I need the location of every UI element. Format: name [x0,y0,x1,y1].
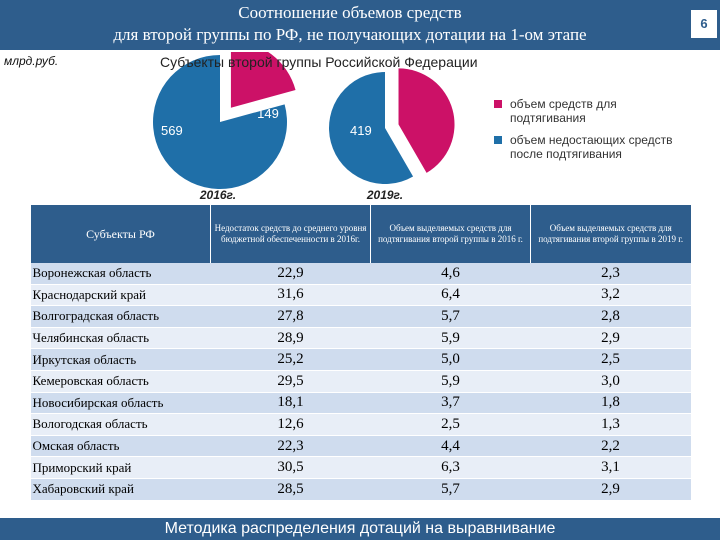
region-name-cell: Иркутская область [30,348,211,371]
value-cell: 5,7 [370,478,531,501]
legend-item-shortage: объем недостающих средств после подтягив… [494,133,680,161]
legend: объем средств для подтягивания объем нед… [494,97,680,169]
value-cell: 4,4 [370,435,531,458]
value-cell: 5,9 [370,327,531,350]
pie-slice-equalization [230,52,296,108]
value-cell: 2,3 [530,263,691,285]
value-cell: 28,5 [210,478,371,501]
value-cell: 22,9 [210,263,371,285]
pie-year-label: 2019г. [366,188,403,202]
value-cell: 29,5 [210,370,371,393]
table-row: Омская область 22,3 4,4 2,2 [30,435,691,458]
column-header-shortage-2016: Недостаток средств до среднего уровня бю… [210,205,371,263]
value-cell: 5,7 [370,305,531,328]
pie-slice-shortage [329,72,414,184]
value-cell: 1,3 [530,413,691,436]
value-cell: 3,1 [530,456,691,479]
value-cell: 6,3 [370,456,531,479]
value-cell: 27,8 [210,305,371,328]
region-name-cell: Воронежская область [30,263,211,285]
page-title-line2: для второй группы по РФ, не получающих д… [113,25,587,44]
value-cell: 25,2 [210,348,371,371]
table-body: Воронежская область 22,9 4,6 2,3 Краснодарск… [30,263,691,501]
region-name-cell: Новосибирская область [30,392,211,415]
value-cell: 18,1 [210,392,371,415]
footer-bar: Методика распределения дотаций на выравн… [0,518,720,540]
region-name-cell: Хабаровский край [30,478,211,501]
value-cell: 5,0 [370,348,531,371]
column-header-funds-2016: Объем выделяемых средств для подтягивани… [370,205,531,263]
pie-slice-shortage [152,55,287,189]
legend-label-shortage: объем недостающих средств после подтягив… [510,133,673,161]
value-cell: 3,7 [370,392,531,415]
data-table: Субъекты РФ Недостаток средств до средне… [30,205,691,501]
value-cell: 22,3 [210,435,371,458]
value-cell: 30,5 [210,456,371,479]
value-cell: 1,8 [530,392,691,415]
region-name-cell: Волгоградская область [30,305,211,328]
table-row: Иркутская область 25,2 5,0 2,5 [30,348,691,371]
value-cell: 6,4 [370,284,531,307]
region-name-cell: Кемеровская область [30,370,211,393]
region-name-cell: Омская область [30,435,211,458]
value-cell: 2,8 [530,305,691,328]
value-cell: 2,5 [530,348,691,371]
page-title-line1: Соотношение объемов средств [238,3,462,22]
value-cell: 3,2 [530,284,691,307]
column-header-subject: Субъекты РФ [30,205,211,263]
value-cell: 12,6 [210,413,371,436]
value-cell: 3,0 [530,370,691,393]
region-name-cell: Челябинская область [30,327,211,350]
page-number: 6 [691,10,717,38]
pie-charts: 569 149 2016г. 419 2019г. [152,52,455,202]
value-cell: 2,9 [530,478,691,501]
column-header-funds-2019: Объем выделяемых средств для подтягивани… [530,205,691,263]
pie-year-label: 2016г. [199,188,236,202]
value-cell: 4,6 [370,263,531,285]
pie-slice-equalization [398,68,455,173]
legend-swatch-equalization [494,100,502,108]
legend-item-equalization: объем средств для подтягивания [494,97,680,125]
value-cell: 5,9 [370,370,531,393]
value-cell: 2,9 [530,327,691,350]
pie-value-label-equalization: 149 [257,106,279,121]
value-cell: 2,5 [370,413,531,436]
table-row: Краснодарский край 31,6 6,4 3,2 [30,284,691,307]
value-cell: 28,9 [210,327,371,350]
pie-value-label-shortage: 419 [350,123,372,138]
pie-value-label-shortage: 569 [161,123,183,138]
region-name-cell: Вологодская область [30,413,211,436]
pies-title: Субъекты второй группы Российской Федера… [160,54,478,70]
table-row: Челябинская область 28,9 5,9 2,9 [30,327,691,350]
region-name-cell: Краснодарский край [30,284,211,307]
region-name-cell: Приморский край [30,456,211,479]
table-row: Вологодская область 12,6 2,5 1,3 [30,413,691,436]
table-row: Хабаровский край 28,5 5,7 2,9 [30,478,691,501]
table-row: Воронежская область 22,9 4,6 2,3 [30,263,691,285]
table-row: Волгоградская область 27,8 5,7 2,8 [30,305,691,328]
value-cell: 31,6 [210,284,371,307]
table-header-row: Субъекты РФ Недостаток средств до средне… [30,205,691,263]
legend-label-equalization: объем средств для подтягивания [510,97,617,125]
page-title: Соотношение объемов средств для второй г… [40,2,660,46]
legend-swatch-shortage [494,136,502,144]
table-row: Кемеровская область 29,5 5,9 3,0 [30,370,691,393]
units-label: млрд.руб. [4,54,59,68]
table-row: Новосибирская область 18,1 3,7 1,8 [30,392,691,415]
value-cell: 2,2 [530,435,691,458]
header-bar: Соотношение объемов средств для второй г… [0,0,720,50]
table-row: Приморский край 30,5 6,3 3,1 [30,456,691,479]
